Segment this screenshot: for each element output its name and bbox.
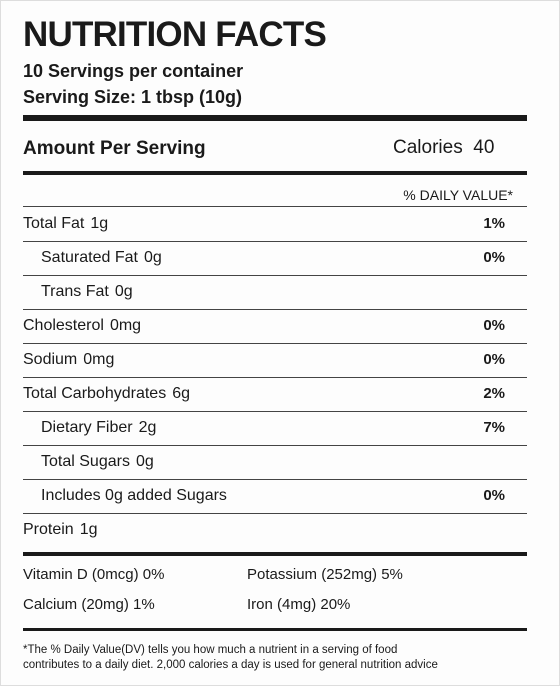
dv-header: % DAILY VALUE* (403, 187, 513, 203)
vitamin: Calcium (20mg) 1% (23, 596, 155, 613)
nutrient-amount: 1g (79, 521, 98, 538)
nutrient-name: Includes 0g added Sugars (41, 487, 227, 504)
nutrient-amount: 2g (138, 419, 157, 436)
nutrient: Dietary Fiber 2g (41, 419, 156, 437)
divider (23, 206, 527, 207)
nutrient: Sodium 0mg (23, 351, 114, 369)
nutrient-amount: 0g (135, 453, 154, 470)
nutrient-name: Protein (23, 521, 74, 538)
nutrient: Trans Fat 0g (41, 283, 133, 301)
nutrient-name: Total Fat (23, 215, 85, 232)
divider (23, 552, 527, 556)
daily-value: 0% (483, 351, 505, 368)
nutrient-amount: 6g (172, 385, 190, 402)
nutrient-name: Trans Fat (41, 283, 109, 300)
divider (23, 171, 527, 175)
nutrient-row: Total Carbohydrates 6g 2% (23, 377, 527, 412)
vitamin: Potassium (252mg) 5% (247, 566, 403, 583)
nutrient-amount: 1g (90, 215, 109, 232)
nutrient: Total Fat 1g (23, 215, 108, 233)
nutrient-row: Saturated Fat 0g 0% (23, 241, 527, 276)
nutrient: Cholesterol 0mg (23, 317, 141, 335)
nutrient-amount: 0mg (83, 351, 115, 368)
daily-value: 0% (483, 249, 505, 266)
nutrient-row: Dietary Fiber 2g 7% (23, 411, 527, 446)
title: NUTRITION FACTS (23, 15, 327, 54)
nutrient: Total Carbohydrates 6g (23, 385, 190, 403)
calories-value: 40 (473, 137, 495, 158)
serving-size: Serving Size: 1 tbsp (10g) (23, 87, 243, 107)
nutrient-amount: 0g (143, 249, 162, 266)
nutrient-name: Total Carbohydrates (23, 385, 167, 402)
nutrient-amount: 0mg (109, 317, 142, 334)
nutrient-name: Total Sugars (41, 453, 130, 470)
nutrient-row: Total Fat 1g 1% (23, 207, 527, 242)
nutrient-row: Includes 0g added Sugars 0% (23, 479, 527, 514)
nutrient-row: Trans Fat 0g (23, 275, 527, 310)
vitamin: Vitamin D (0mcg) 0% (23, 566, 165, 583)
footnote: *The % Daily Value(DV) tells you how muc… (23, 644, 398, 656)
servings: 10 Servings per container (23, 61, 244, 81)
nutrient: Saturated Fat 0g (41, 249, 162, 267)
nutrient: Includes 0g added Sugars (41, 487, 227, 505)
nutrient: Total Sugars 0g (41, 453, 154, 471)
nutrient-amount: 0g (114, 283, 133, 300)
nutrient-name: Cholesterol (23, 317, 104, 334)
nutrient: Protein 1g (23, 521, 98, 539)
daily-value: 1% (483, 215, 505, 232)
nutrient-row: Sodium 0mg 0% (23, 343, 527, 378)
nutrient-name: Sodium (23, 351, 78, 368)
amount-label: Amount Per Serving (23, 138, 206, 159)
nutrient-name: Dietary Fiber (41, 419, 133, 436)
divider (23, 628, 527, 631)
daily-value: 2% (483, 385, 505, 402)
daily-value: 0% (483, 487, 505, 504)
nutrient-row: Protein 1g (23, 513, 527, 547)
nutrient-row: Total Sugars 0g (23, 445, 527, 480)
footnote: contributes to a daily diet. 2,000 calor… (23, 659, 438, 671)
divider (23, 115, 527, 121)
calories-label: Calories (393, 137, 463, 158)
nutrient-row: Cholesterol 0mg 0% (23, 309, 527, 344)
daily-value: 0% (483, 317, 505, 334)
calories: Calories 40 (393, 137, 494, 159)
nutrient-name: Saturated Fat (41, 249, 138, 266)
vitamin: Iron (4mg) 20% (247, 596, 351, 613)
daily-value: 7% (483, 419, 505, 436)
